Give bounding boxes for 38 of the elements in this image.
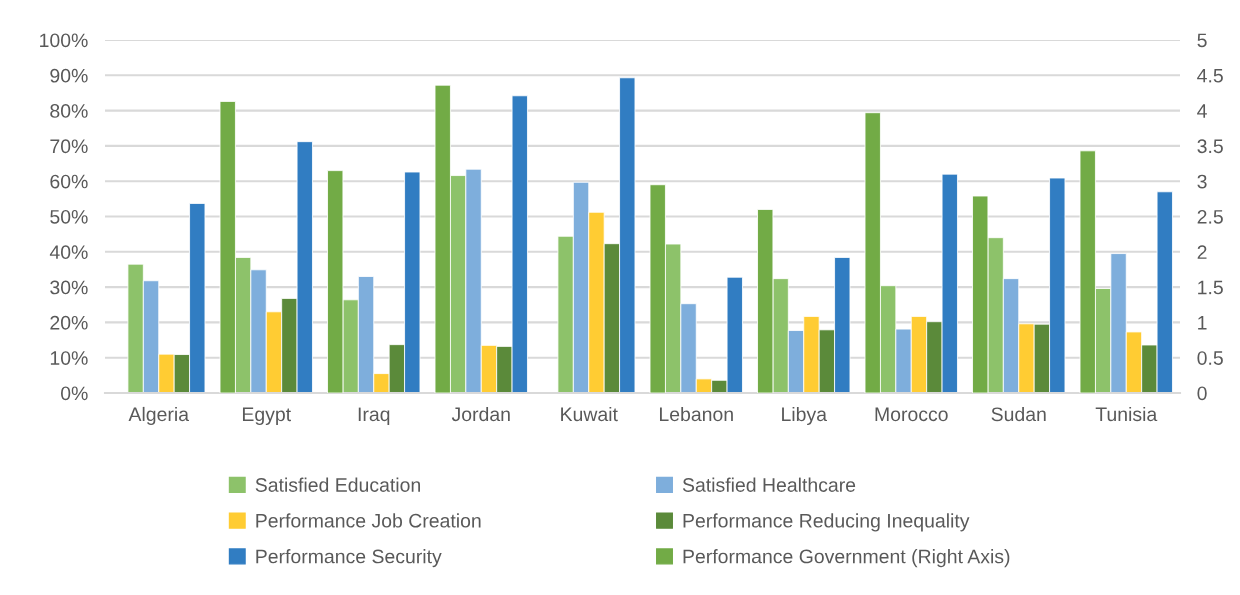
y-tick-label: 80% [50, 104, 88, 118]
y-tick-label: 30% [50, 280, 88, 295]
x-tick-label: Jordan [451, 406, 510, 422]
y-tick-label: 70% [50, 139, 88, 154]
y2-tick-label: 1.5 [1198, 280, 1223, 295]
y2-tick-label: 0 [1197, 386, 1207, 401]
y-tick-label: 40% [49, 245, 88, 260]
legend-label: Satisfied Education [255, 477, 420, 492]
y2-tick-label: 4.5 [1197, 68, 1223, 83]
y2-tick-label: 2.5 [1197, 209, 1223, 224]
y-tick-label: 60% [50, 174, 88, 189]
y2-tick-label: 0.5 [1197, 351, 1223, 365]
y-tick-label: 20% [50, 315, 88, 330]
y2-tick-label: 2 [1197, 245, 1207, 259]
legend-label: Performance Government (Right Axis) [683, 549, 1010, 568]
legend-label: Performance Reducing Inequality [683, 513, 970, 532]
y2-tick-label: 3.5 [1197, 139, 1223, 154]
x-tick-label: Kuwait [561, 406, 618, 422]
y-tick-label: 50% [50, 209, 88, 224]
x-tick-label: Lebanon [660, 406, 733, 422]
x-tick-label: Algeria [128, 406, 190, 426]
y2-tick-label: 5 [1197, 33, 1207, 48]
y2-tick-label: 4 [1197, 104, 1207, 118]
legend-label: Performance Security [256, 549, 442, 568]
y-tick-label: 100% [40, 33, 88, 48]
x-tick-label: Iraq [358, 407, 390, 426]
x-tick-label: Morocco [875, 407, 948, 422]
y-tick-label: 10% [50, 351, 88, 365]
y-tick-label: 90% [50, 68, 88, 83]
legend-label: Performance Job Creation [256, 513, 481, 528]
x-tick-label: Egypt [242, 407, 291, 426]
y2-tick-label: 3 [1197, 174, 1207, 189]
legend-label: Satisfied Healthcare [682, 477, 856, 492]
x-tick-label: Libya [782, 406, 827, 426]
x-tick-label: Tunisia [1095, 406, 1158, 422]
x-tick-label: Sudan [991, 406, 1046, 422]
y2-tick-label: 1 [1198, 316, 1207, 330]
y-tick-label: 0% [60, 386, 88, 401]
